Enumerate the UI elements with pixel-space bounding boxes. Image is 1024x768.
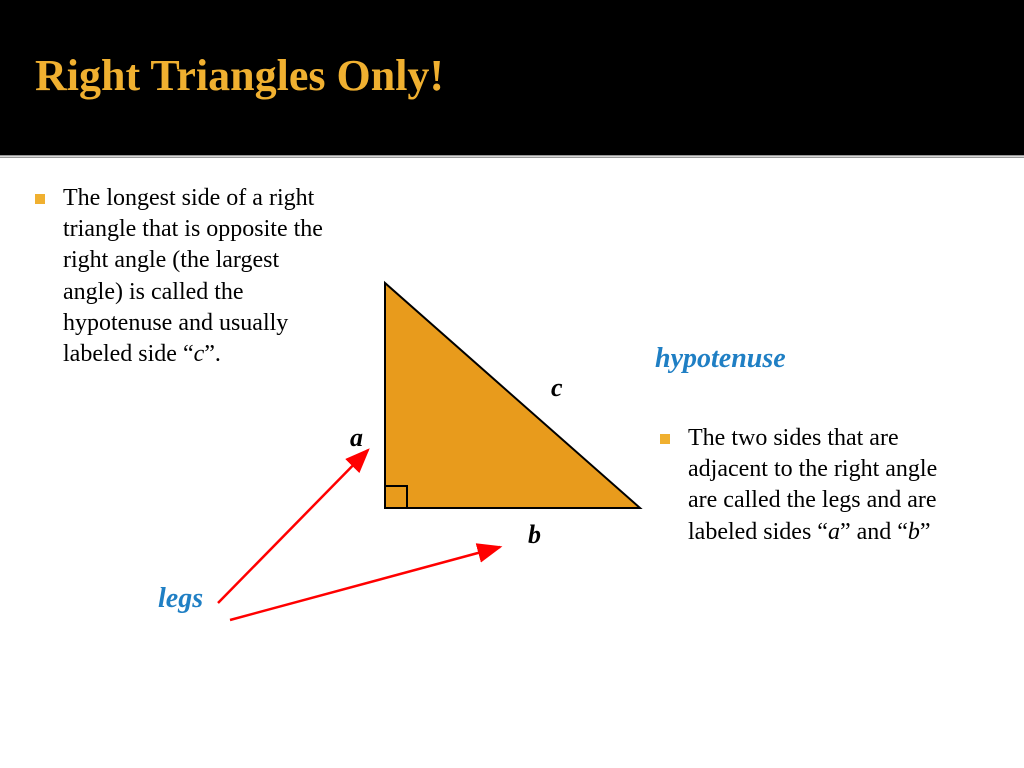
text-span: ” bbox=[920, 519, 931, 545]
slide-header: Right Triangles Only! bbox=[0, 0, 1024, 155]
var-a: a bbox=[828, 519, 840, 545]
side-c-label: c bbox=[551, 373, 563, 403]
bullet-legs-def: The two sides that are adjacent to the r… bbox=[660, 423, 970, 548]
legs-label: legs bbox=[158, 583, 203, 615]
text-span: The longest side of a right triangle tha… bbox=[63, 185, 323, 367]
bullet-icon bbox=[660, 434, 670, 444]
triangle-diagram bbox=[375, 273, 655, 553]
bullet-text: The longest side of a right triangle tha… bbox=[63, 183, 325, 370]
arrow-to-a bbox=[218, 450, 368, 603]
bullet-hypotenuse-def: The longest side of a right triangle tha… bbox=[35, 183, 325, 370]
var-c: c bbox=[194, 341, 205, 367]
slide-title: Right Triangles Only! bbox=[35, 50, 1024, 101]
text-span: ”. bbox=[204, 341, 221, 367]
text-span: ” and “ bbox=[840, 519, 908, 545]
right-bullet-block: The two sides that are adjacent to the r… bbox=[660, 423, 970, 548]
hypotenuse-label: hypotenuse bbox=[655, 343, 786, 375]
side-a-label: a bbox=[350, 423, 363, 453]
slide-content: The longest side of a right triangle tha… bbox=[0, 158, 1024, 768]
arrow-to-b bbox=[230, 547, 500, 620]
left-bullet-block: The longest side of a right triangle tha… bbox=[35, 183, 325, 370]
side-b-label: b bbox=[528, 520, 541, 550]
var-b: b bbox=[908, 519, 920, 545]
right-triangle-shape bbox=[385, 283, 640, 508]
bullet-text: The two sides that are adjacent to the r… bbox=[688, 423, 970, 548]
bullet-icon bbox=[35, 194, 45, 204]
